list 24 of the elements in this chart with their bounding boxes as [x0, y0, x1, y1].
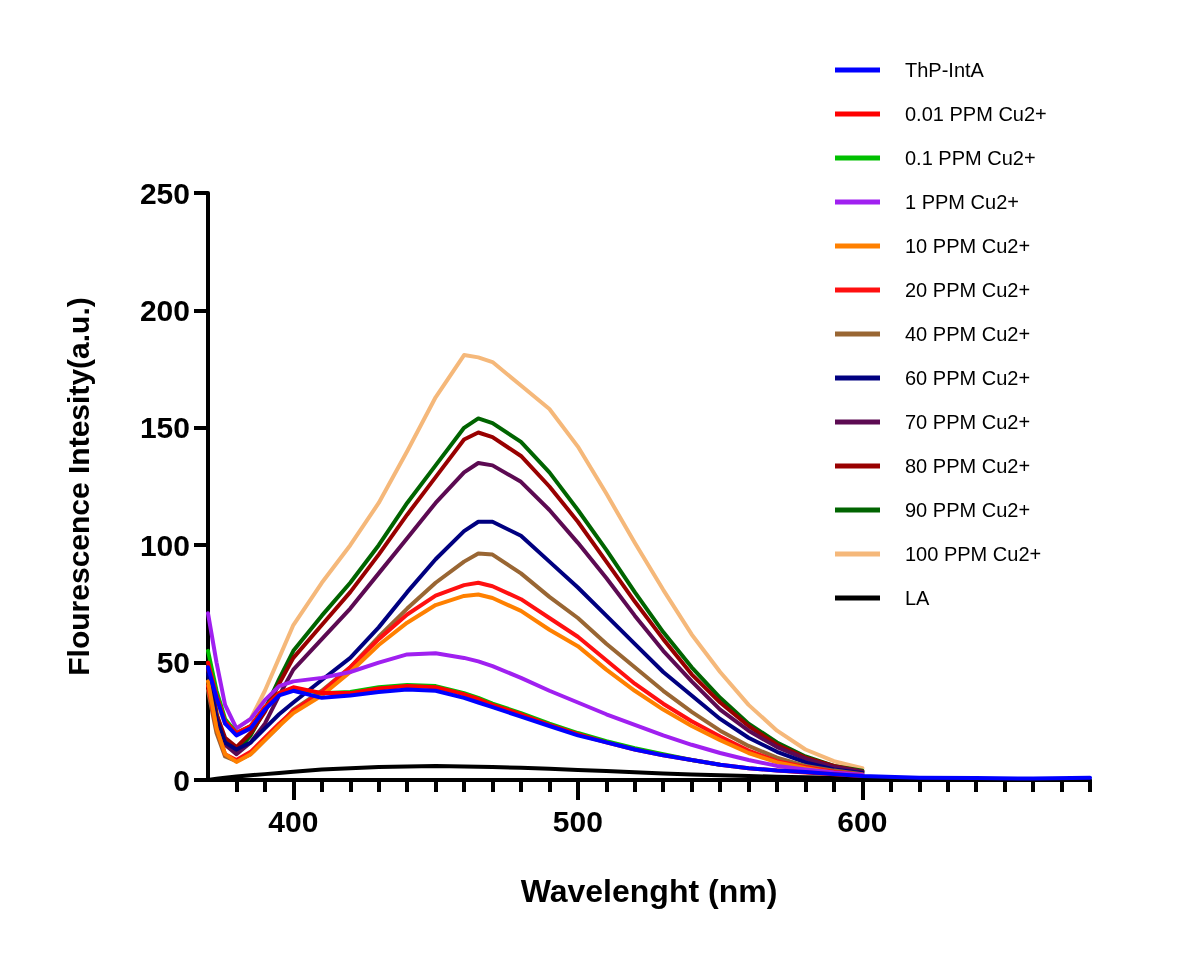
x-tick-label: 400 — [268, 804, 319, 838]
y-tick-label: 100 — [139, 528, 190, 562]
y-tick-label: 250 — [139, 176, 190, 210]
y-tick-label: 200 — [139, 293, 190, 327]
legend-label: 40 PPM Cu2+ — [905, 323, 1031, 345]
legend-label: 60 PPM Cu2+ — [905, 367, 1031, 389]
legend-label: 100 PPM Cu2+ — [905, 543, 1042, 565]
y-tick-label: 0 — [173, 763, 190, 797]
legend-label: ThP-IntA — [905, 59, 985, 81]
x-axis-title: Wavelenght (nm) — [520, 873, 778, 909]
x-tick-label: 500 — [552, 804, 603, 838]
legend-label: 90 PPM Cu2+ — [905, 499, 1031, 521]
legend-label: LA — [905, 587, 931, 609]
legend-label: 1 PPM Cu2+ — [905, 191, 1019, 213]
legend-label: 10 PPM Cu2+ — [905, 235, 1031, 257]
y-axis-title: Flourescence Intesity(a.u.) — [61, 297, 95, 676]
legend-label: 80 PPM Cu2+ — [905, 455, 1031, 477]
legend-label: 70 PPM Cu2+ — [905, 411, 1031, 433]
legend-label: 0.01 PPM Cu2+ — [905, 103, 1047, 125]
legend-label: 20 PPM Cu2+ — [905, 279, 1031, 301]
x-tick-label: 600 — [837, 804, 888, 838]
legend-label: 0.1 PPM Cu2+ — [905, 147, 1036, 169]
y-tick-label: 50 — [156, 646, 190, 680]
y-tick-label: 150 — [139, 411, 190, 445]
